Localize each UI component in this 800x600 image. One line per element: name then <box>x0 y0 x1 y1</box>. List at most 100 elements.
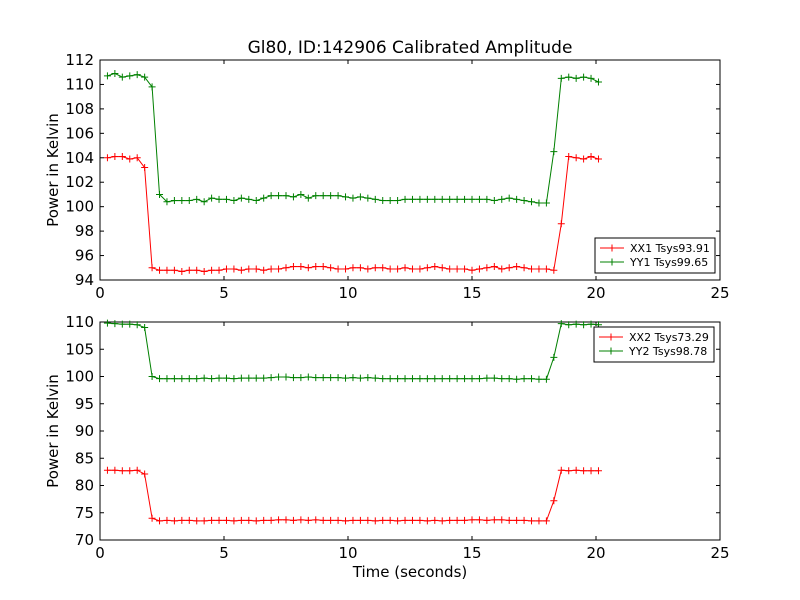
top-data-point <box>334 192 342 200</box>
top-data-point <box>289 263 297 271</box>
bottom-data-point <box>163 516 171 524</box>
top-data-point <box>535 199 543 207</box>
bottom-data-point <box>594 467 602 475</box>
bottom-data-point <box>468 375 476 383</box>
bottom-data-point <box>319 374 327 382</box>
bottom-data-point <box>200 517 208 525</box>
top-data-point <box>103 72 111 80</box>
top-data-point <box>342 193 350 201</box>
top-data-point <box>163 198 171 206</box>
bottom-data-point <box>156 375 164 383</box>
bottom-data-point <box>282 516 290 524</box>
bottom-data-point <box>557 466 565 474</box>
bottom-data-point <box>267 374 275 382</box>
bottom-data-point <box>371 374 379 382</box>
bottom-data-point <box>282 373 290 381</box>
bottom-data-point <box>565 321 573 329</box>
top-data-point <box>312 192 320 200</box>
bottom-data-point <box>342 374 350 382</box>
top-data-point <box>327 264 335 272</box>
top-data-point <box>260 194 268 202</box>
top-data-point <box>416 195 424 203</box>
bottom-data-point <box>423 517 431 525</box>
top-data-point <box>416 265 424 273</box>
top-data-point <box>528 198 536 206</box>
bottom-data-point <box>163 375 171 383</box>
bottom-data-point <box>542 517 550 525</box>
bottom-data-point <box>170 375 178 383</box>
top-y-tick-label: 102 <box>65 173 94 191</box>
bottom-legend-marker <box>607 347 615 355</box>
top-data-point <box>520 197 528 205</box>
top-data-point <box>513 263 521 271</box>
top-data-point <box>446 195 454 203</box>
bottom-data-point <box>394 517 402 525</box>
top-data-point <box>141 73 149 81</box>
bottom-x-tick-label: 5 <box>219 544 229 562</box>
top-data-point <box>356 264 364 272</box>
bottom-data-point <box>245 374 253 382</box>
bottom-data-point <box>550 353 558 361</box>
top-data-point <box>126 72 134 80</box>
bottom-y-tick-label: 95 <box>75 395 94 413</box>
top-data-point <box>371 195 379 203</box>
bottom-data-point <box>490 374 498 382</box>
bottom-data-point <box>557 320 565 328</box>
bottom-data-point <box>438 375 446 383</box>
top-data-point <box>148 83 156 91</box>
top-data-point <box>185 197 193 205</box>
bottom-data-point <box>275 516 283 524</box>
top-data-point <box>490 197 498 205</box>
bottom-data-point <box>222 516 230 524</box>
bottom-data-point <box>141 323 149 331</box>
top-data-point <box>528 265 536 273</box>
top-data-point <box>520 264 528 272</box>
bottom-data-point <box>312 516 320 524</box>
bottom-data-point <box>133 466 141 474</box>
top-data-point <box>118 153 126 161</box>
top-legend-box <box>594 237 716 274</box>
bottom-data-point <box>103 466 111 474</box>
bottom-series-1 <box>103 466 602 525</box>
bottom-data-point <box>118 320 126 328</box>
bottom-data-point <box>312 374 320 382</box>
top-data-point <box>319 192 327 200</box>
bottom-x-tick-label: 25 <box>710 544 729 562</box>
top-data-point <box>423 195 431 203</box>
bottom-x-tick-label: 20 <box>586 544 605 562</box>
bottom-data-point <box>185 375 193 383</box>
top-y-axis-label: Power in Kelvin <box>44 113 62 227</box>
top-data-point <box>200 198 208 206</box>
top-data-point <box>423 264 431 272</box>
bottom-data-point <box>260 516 268 524</box>
bottom-x-tick-label: 10 <box>338 544 357 562</box>
top-series-2 <box>103 69 602 207</box>
top-x-tick-label: 10 <box>338 284 357 302</box>
top-legend-label: XX1 Tsys93.91 <box>630 242 710 255</box>
top-data-point <box>364 265 372 273</box>
top-data-point <box>222 195 230 203</box>
bottom-data-point <box>572 320 580 328</box>
bottom-legend-box <box>593 326 715 363</box>
top-data-point <box>156 190 164 198</box>
top-data-point <box>386 197 394 205</box>
bottom-legend-label: YY2 Tsys98.78 <box>628 345 707 358</box>
top-data-point <box>230 197 238 205</box>
bottom-data-point <box>520 375 528 383</box>
top-data-point <box>587 74 595 82</box>
bottom-data-point <box>520 516 528 524</box>
bottom-legend-marker <box>607 333 615 341</box>
bottom-data-point <box>170 517 178 525</box>
bottom-data-point <box>416 375 424 383</box>
top-y-tick-label: 112 <box>65 51 94 69</box>
bottom-data-point <box>461 375 469 383</box>
top-data-point <box>453 195 461 203</box>
bottom-data-point <box>446 375 454 383</box>
top-data-point <box>431 263 439 271</box>
top-data-point <box>461 195 469 203</box>
top-legend-marker <box>608 258 616 266</box>
bottom-data-point <box>423 375 431 383</box>
top-data-point <box>141 164 149 172</box>
top-data-point <box>289 193 297 201</box>
